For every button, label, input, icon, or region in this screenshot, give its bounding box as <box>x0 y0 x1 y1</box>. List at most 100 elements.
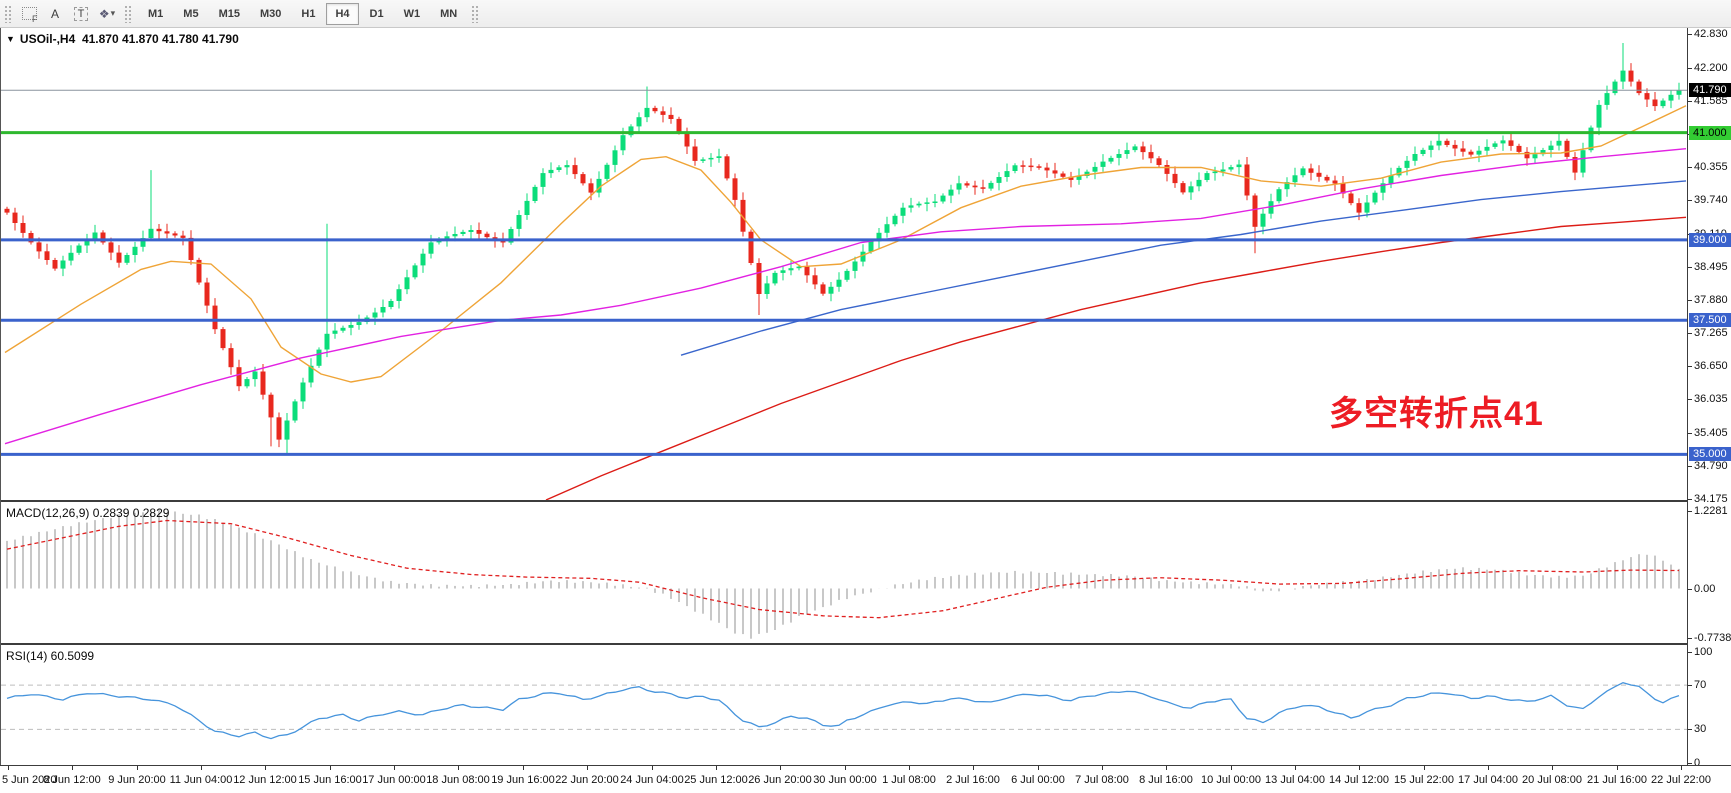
rsi-line <box>6 682 1680 740</box>
timeframe-h1-button[interactable]: H1 <box>292 3 324 25</box>
price-tick-label: 36.650 <box>1694 360 1728 372</box>
axis-tick <box>1688 499 1692 500</box>
pane-separator-2[interactable] <box>1 643 1731 645</box>
price-tick-label: 42.200 <box>1694 62 1728 74</box>
timeframe-mn-button[interactable]: MN <box>431 3 466 25</box>
time-axis[interactable]: 5 Jun 2020 8 Jun 12:00 9 Jun 20:00 11 Jun 0… <box>0 765 1731 793</box>
time-tick <box>716 766 717 770</box>
toolbar-grip-2[interactable] <box>124 4 132 23</box>
timeframe-m1-button[interactable]: M1 <box>139 3 172 25</box>
axis-tick <box>1688 34 1692 35</box>
time-tick <box>201 766 202 770</box>
chart-area[interactable]: ▼ USOil-,H4 41.870 41.870 41.780 41.790 M… <box>0 28 1731 769</box>
price-tick-label: 42.830 <box>1694 28 1728 40</box>
time-label: 15 Jun 16:00 <box>298 774 362 786</box>
letter-a-icon: A <box>50 6 59 21</box>
timeframe-d1-button[interactable]: D1 <box>361 3 393 25</box>
time-tick <box>973 766 974 770</box>
macd-axis-tick <box>1688 589 1692 590</box>
price-pane[interactable]: ▼ USOil-,H4 41.870 41.870 41.780 41.790 <box>1 28 1687 500</box>
text-box-tool-button[interactable]: T <box>69 3 93 25</box>
toolbar-grip-3[interactable] <box>471 4 480 23</box>
time-label: 5 Jun 2020 <box>2 774 57 786</box>
time-label: 25 Jun 12:00 <box>684 774 748 786</box>
time-label: 7 Jul 08:00 <box>1075 774 1129 786</box>
macd-axis-tick <box>1688 511 1692 512</box>
time-tick <box>1359 766 1360 770</box>
level-price-badge: 39.000 <box>1689 233 1731 247</box>
ma-slow-blue <box>680 180 1687 356</box>
time-tick <box>8 766 9 770</box>
price-axis[interactable]: 42.83042.20041.58540.97040.35539.74039.1… <box>1687 28 1731 769</box>
time-label: 17 Jun 00:00 <box>362 774 426 786</box>
rsi-axis-tick <box>1688 729 1692 730</box>
time-tick <box>780 766 781 770</box>
time-label: 10 Jul 00:00 <box>1201 774 1261 786</box>
styles-dropdown-button[interactable]: ❖ ▾ <box>95 3 119 25</box>
annotation-text: 多空转折点41 <box>1329 395 1544 433</box>
dotted-grid-icon: F <box>21 7 38 24</box>
f-grid-tool-button[interactable]: F <box>17 3 41 25</box>
time-label: 19 Jun 16:00 <box>491 774 555 786</box>
time-label: 2 Jul 16:00 <box>946 774 1000 786</box>
pane-separator[interactable] <box>1 500 1731 502</box>
rsi-axis-tick <box>1688 652 1692 653</box>
text-label-tool-button[interactable]: A <box>43 3 67 25</box>
time-tick <box>72 766 73 770</box>
current-price-badge: 41.790 <box>1689 83 1731 97</box>
ma-mid-magenta <box>4 148 1687 445</box>
time-tick <box>1617 766 1618 770</box>
axis-tick <box>1688 399 1692 400</box>
time-tick <box>1231 766 1232 770</box>
time-label: 18 Jun 08:00 <box>426 774 490 786</box>
timeframe-w1-button[interactable]: W1 <box>395 3 430 25</box>
timeframe-m5-button[interactable]: M5 <box>174 3 207 25</box>
time-tick <box>1038 766 1039 770</box>
timeframe-m30-button[interactable]: M30 <box>251 3 290 25</box>
rsi-tick-label: 100 <box>1694 646 1713 658</box>
rsi-pane[interactable]: RSI(14) 60.5099 <box>1 645 1687 765</box>
level-price-badge: 37.500 <box>1689 313 1731 327</box>
chart-header: ▼ USOil-,H4 41.870 41.870 41.780 41.790 <box>6 32 239 46</box>
time-tick <box>1681 766 1682 770</box>
price-tick-label: 36.035 <box>1694 393 1728 405</box>
price-tick-label: 39.740 <box>1694 194 1728 206</box>
time-label: 21 Jul 16:00 <box>1587 774 1647 786</box>
rsi-axis-tick <box>1688 763 1692 764</box>
time-tick <box>652 766 653 770</box>
time-label: 20 Jul 08:00 <box>1522 774 1582 786</box>
rsi-label: RSI(14) 60.5099 <box>6 649 95 663</box>
time-label: 14 Jul 12:00 <box>1329 774 1389 786</box>
rsi-tick-label: 30 <box>1694 723 1707 735</box>
price-tick-label: 40.355 <box>1694 161 1728 173</box>
time-label: 22 Jul 22:00 <box>1651 774 1711 786</box>
macd-tick-label: 0.00 <box>1694 583 1716 595</box>
time-tick <box>1552 766 1553 770</box>
time-label: 8 Jul 16:00 <box>1139 774 1193 786</box>
diamonds-icon: ❖ <box>98 6 110 21</box>
ma-fast-orange <box>4 105 1687 383</box>
toolbar-grip[interactable] <box>4 4 12 23</box>
price-tick-label: 41.585 <box>1694 95 1728 107</box>
rsi-axis-tick <box>1688 685 1692 686</box>
time-label: 17 Jul 04:00 <box>1458 774 1518 786</box>
time-tick <box>845 766 846 770</box>
timeframe-h4-button[interactable]: H4 <box>326 2 359 25</box>
macd-pane[interactable]: MACD(12,26,9) 0.2839 0.2829 <box>1 502 1687 643</box>
timeframe-group: M1 M5 M15 M30 H1 H4 D1 W1 MN <box>138 2 467 25</box>
macd-label: MACD(12,26,9) 0.2839 0.2829 <box>6 506 170 520</box>
time-tick <box>394 766 395 770</box>
time-label: 6 Jul 00:00 <box>1011 774 1065 786</box>
price-tick-label: 34.175 <box>1694 493 1728 505</box>
level-price-badge: 35.000 <box>1689 447 1731 461</box>
time-tick <box>265 766 266 770</box>
rsi-tick-label: 70 <box>1694 679 1707 691</box>
symbol-dropdown-icon[interactable]: ▼ <box>6 34 15 44</box>
timeframe-m15-button[interactable]: M15 <box>210 3 249 25</box>
axis-tick <box>1688 433 1692 434</box>
text-box-icon: T <box>73 6 89 21</box>
macd-axis-tick <box>1688 638 1692 639</box>
time-tick <box>330 766 331 770</box>
price-tick-label: 38.495 <box>1694 261 1728 273</box>
price-tick-label: 34.790 <box>1694 460 1728 472</box>
